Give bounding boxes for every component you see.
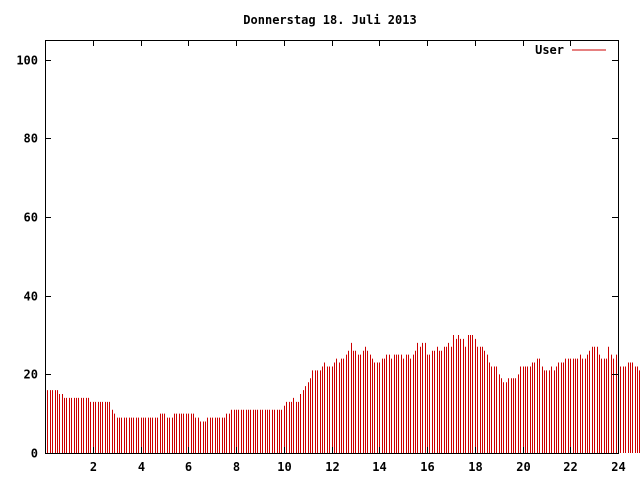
- x-tick-label: 14: [372, 460, 386, 474]
- legend-label-user: User: [535, 43, 564, 57]
- x-tick-label: 18: [468, 460, 482, 474]
- x-tick-label: 24: [611, 460, 625, 474]
- x-tick-label: 8: [233, 460, 240, 474]
- y-tick-label: 60: [24, 211, 38, 225]
- y-tick-label: 100: [16, 54, 38, 68]
- x-tick-label: 22: [563, 460, 577, 474]
- x-tick-label: 2: [90, 460, 97, 474]
- legend: User: [535, 43, 606, 57]
- x-tick-label: 10: [277, 460, 291, 474]
- x-tick-label: 20: [516, 460, 530, 474]
- x-tick-label: 16: [420, 460, 434, 474]
- y-tick-label: 40: [24, 290, 38, 304]
- y-tick-label: 80: [24, 132, 38, 146]
- x-tick-label: 4: [138, 460, 145, 474]
- x-tick-label: 6: [185, 460, 192, 474]
- bars-layer: [45, 335, 640, 453]
- y-tick-label: 20: [24, 368, 38, 382]
- x-tick-label: 12: [325, 460, 339, 474]
- y-tick-label: 0: [31, 447, 38, 461]
- chart-title: Donnerstag 18. Juli 2013: [243, 13, 416, 27]
